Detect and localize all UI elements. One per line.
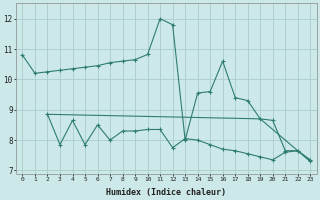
X-axis label: Humidex (Indice chaleur): Humidex (Indice chaleur) — [106, 188, 226, 197]
